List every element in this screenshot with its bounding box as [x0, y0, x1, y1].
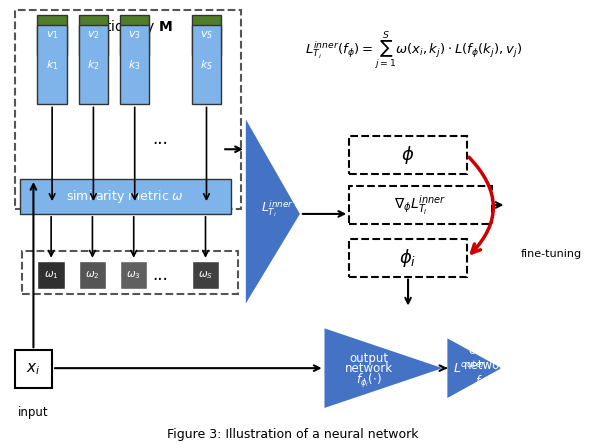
- Text: Figure 3: Illustration of a neural network: Figure 3: Illustration of a neural netwo…: [167, 428, 419, 441]
- FancyBboxPatch shape: [349, 239, 467, 277]
- Text: $v_1$: $v_1$: [46, 29, 58, 41]
- FancyBboxPatch shape: [79, 25, 108, 104]
- Polygon shape: [324, 329, 442, 408]
- FancyBboxPatch shape: [349, 136, 467, 174]
- Text: $L^{outer}$: $L^{outer}$: [454, 361, 487, 376]
- Text: input: input: [18, 406, 49, 419]
- Text: $\nabla_\phi L^{inner}_{T_i}$: $\nabla_\phi L^{inner}_{T_i}$: [394, 193, 446, 217]
- Text: $\omega_1$: $\omega_1$: [44, 269, 58, 281]
- FancyBboxPatch shape: [120, 25, 150, 104]
- FancyBboxPatch shape: [120, 261, 147, 289]
- FancyBboxPatch shape: [79, 15, 108, 55]
- Text: $v_S$: $v_S$: [200, 29, 213, 41]
- Text: $f_{\phi_i}(\cdot)$: $f_{\phi_i}(\cdot)$: [356, 372, 381, 390]
- FancyArrowPatch shape: [469, 157, 493, 253]
- Text: output: output: [349, 352, 388, 365]
- Polygon shape: [246, 119, 300, 304]
- Text: $k_S$: $k_S$: [200, 58, 213, 71]
- Text: $k_3$: $k_3$: [128, 58, 141, 71]
- Text: ...: ...: [153, 130, 168, 148]
- FancyBboxPatch shape: [38, 15, 67, 55]
- Polygon shape: [448, 338, 501, 398]
- FancyBboxPatch shape: [349, 186, 492, 224]
- FancyBboxPatch shape: [120, 15, 150, 55]
- FancyBboxPatch shape: [192, 261, 219, 289]
- Text: fine-tuning: fine-tuning: [521, 249, 582, 259]
- FancyBboxPatch shape: [79, 261, 106, 289]
- Text: $L^{inner}_{T_i}$: $L^{inner}_{T_i}$: [260, 198, 293, 219]
- FancyBboxPatch shape: [38, 261, 65, 289]
- FancyBboxPatch shape: [20, 179, 231, 214]
- Text: $k_1$: $k_1$: [46, 58, 58, 71]
- Text: ...: ...: [153, 266, 168, 284]
- Text: $L^{inner}_{T_i}(f_\phi) = \sum_{j=1}^{S} \omega(x_i, k_j) \cdot L(f_\phi(k_j), : $L^{inner}_{T_i}(f_\phi) = \sum_{j=1}^{S…: [305, 30, 522, 72]
- Text: similarity metric $\omega$: similarity metric $\omega$: [67, 188, 184, 205]
- Text: Dictionary $\mathbf{M}$: Dictionary $\mathbf{M}$: [83, 18, 173, 36]
- Text: $\omega_3$: $\omega_3$: [126, 269, 141, 281]
- Text: $x_i$: $x_i$: [26, 361, 41, 377]
- Text: $k_2$: $k_2$: [87, 58, 100, 71]
- FancyBboxPatch shape: [38, 25, 67, 104]
- FancyBboxPatch shape: [192, 15, 221, 55]
- Text: network: network: [344, 362, 393, 375]
- FancyBboxPatch shape: [192, 25, 221, 104]
- Text: $\phi$: $\phi$: [401, 144, 415, 166]
- Text: $v_3$: $v_3$: [128, 29, 141, 41]
- Text: $\omega_S$: $\omega_S$: [198, 269, 213, 281]
- Text: $\phi_i$: $\phi_i$: [399, 247, 417, 269]
- FancyBboxPatch shape: [15, 350, 52, 388]
- Text: output
network
$f_{\phi_i}(\cdot)$: output network $f_{\phi_i}(\cdot)$: [464, 344, 512, 392]
- Text: $v_2$: $v_2$: [87, 29, 100, 41]
- Text: $\omega_2$: $\omega_2$: [85, 269, 100, 281]
